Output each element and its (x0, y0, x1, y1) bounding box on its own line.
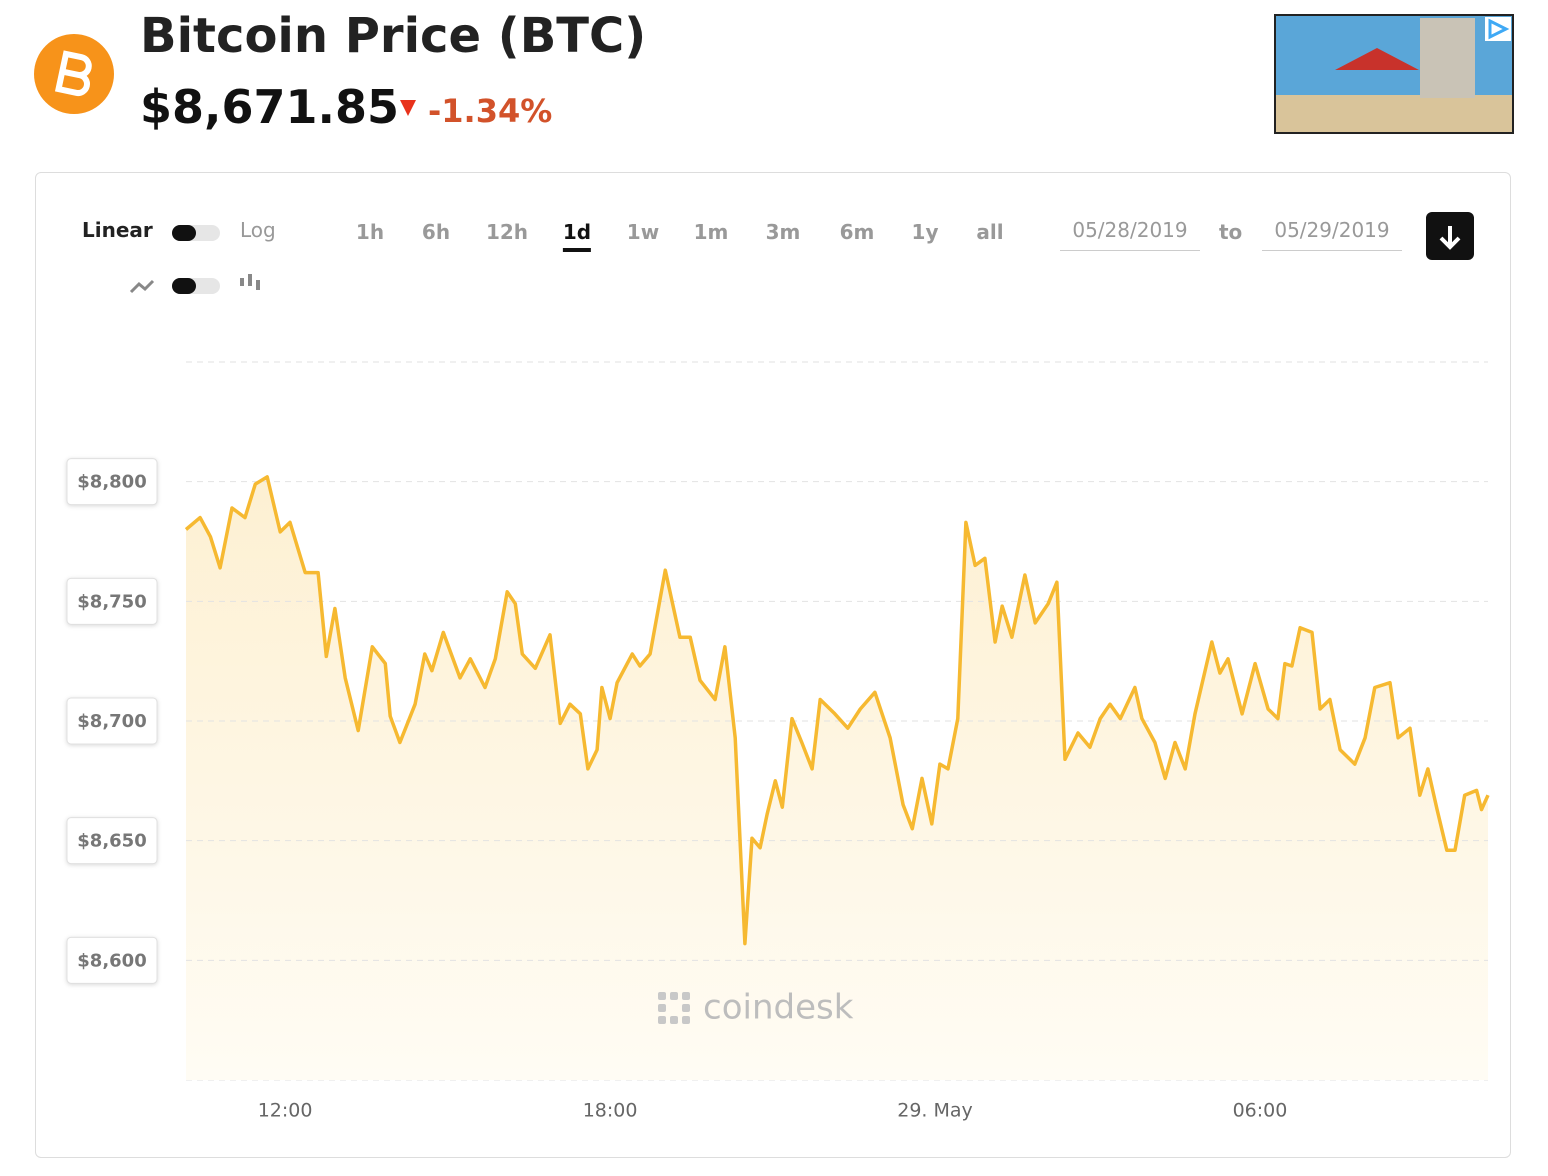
price: $8,671.85 (140, 80, 399, 134)
scale-log[interactable]: Log (240, 218, 276, 242)
range-button[interactable]: 1h (355, 220, 385, 244)
y-tick-box (66, 577, 158, 625)
chart-type-toggle-knob (172, 278, 196, 294)
date-separator: to (1219, 220, 1243, 244)
x-tick-label: 12:00 (258, 1100, 313, 1122)
area (186, 476, 1488, 1080)
x-tick-label: 29. May (897, 1100, 973, 1122)
range-button[interactable]: 1y (911, 220, 939, 244)
range-button[interactable]: 1w (626, 220, 660, 244)
range-button[interactable]: 1d (562, 220, 592, 252)
candle-icon (240, 274, 260, 290)
y-tick-box (66, 817, 158, 865)
y-tick-box (66, 936, 158, 984)
btc-logo-b (54, 50, 92, 97)
line-icon (129, 279, 155, 294)
title-row: Bitcoin Price (BTC) (140, 8, 646, 64)
y-tick-label: $8,800 (77, 472, 146, 493)
symbol: (BTC) (497, 8, 647, 64)
x-tick-label: 18:00 (583, 1100, 638, 1122)
y-tick-box (66, 697, 158, 745)
scale-linear[interactable]: Linear (82, 218, 153, 242)
x-tick-label: 06:00 (1233, 1100, 1288, 1122)
down-arrow (400, 100, 416, 116)
price-line (184, 475, 1490, 946)
date-from[interactable]: 05/28/2019 (1060, 218, 1200, 251)
range-button[interactable]: 6m (839, 220, 875, 244)
y-tick-label: $8,750 (77, 591, 146, 612)
y-tick-label: $8,600 (77, 950, 146, 971)
chart-card (35, 172, 1511, 1158)
watermark-icon (658, 992, 690, 1024)
title: Bitcoin Price (140, 8, 482, 64)
y-tick-label: $8,650 (77, 831, 146, 852)
range-button[interactable]: all (976, 220, 1004, 244)
ad-image-building (1420, 18, 1475, 98)
date-to[interactable]: 05/29/2019 (1262, 218, 1402, 251)
ad-badge-icon (1488, 18, 1510, 40)
scale-toggle-knob (172, 225, 196, 241)
y-tick-label: $8,700 (77, 711, 146, 732)
download-icon (1439, 226, 1461, 250)
range-button[interactable]: 3m (765, 220, 801, 244)
range-button[interactable]: 1m (693, 220, 729, 244)
range-button[interactable]: 12h (485, 220, 529, 244)
watermark: coindesk (703, 988, 854, 1028)
y-tick-box (66, 458, 158, 506)
ad-image-umbrella (1335, 48, 1419, 70)
range-button[interactable]: 6h (421, 220, 451, 244)
price-change: -1.34% (428, 92, 553, 130)
ad-image-sand (1276, 95, 1512, 132)
